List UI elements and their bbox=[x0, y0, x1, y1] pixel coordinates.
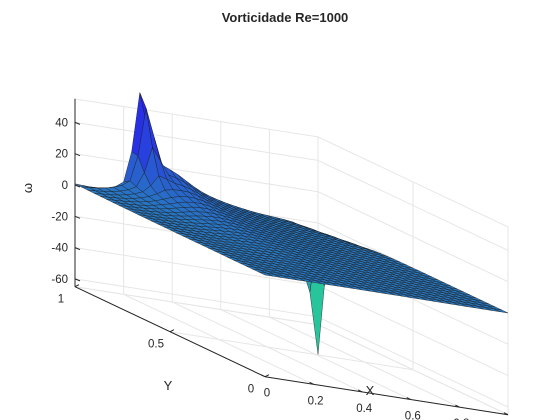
y-tick-label: 0.5 bbox=[148, 339, 164, 351]
z-axis-label: ω bbox=[20, 183, 35, 193]
chart-title: Vorticidade Re=1000 bbox=[222, 10, 349, 25]
y-tick-mark bbox=[264, 374, 270, 378]
x-tick-mark bbox=[260, 374, 266, 378]
x-tick-label: 0 bbox=[264, 388, 270, 400]
x-axis-label: X bbox=[366, 383, 375, 398]
y-axis-label: Y bbox=[164, 378, 173, 393]
surface-patch bbox=[493, 308, 509, 314]
x-tick-mark bbox=[357, 389, 363, 393]
x-tick-mark bbox=[503, 412, 509, 416]
z-tick-label: 0 bbox=[62, 180, 68, 192]
z-tick-label: -40 bbox=[51, 243, 68, 255]
grid-z-back-1 bbox=[74, 247, 319, 287]
grid-y-floor-1 bbox=[169, 331, 414, 371]
x-tick-mark bbox=[309, 381, 314, 385]
z-tick-mark bbox=[74, 121, 81, 125]
grid-z-back-4 bbox=[74, 153, 319, 193]
x-tick-label: 0.2 bbox=[308, 395, 324, 407]
z-tick-mark bbox=[74, 184, 81, 188]
x-axis-line bbox=[264, 376, 509, 416]
x-tick-label: 0.6 bbox=[405, 411, 421, 420]
z-tick-label: 20 bbox=[55, 149, 68, 161]
z-tick-label: 40 bbox=[55, 117, 68, 129]
z-tick-label: -60 bbox=[51, 274, 68, 286]
z-tick-mark bbox=[74, 247, 81, 251]
grid-z-back-5 bbox=[74, 121, 319, 161]
x-tick-label: 0.4 bbox=[356, 403, 373, 415]
y-tick-label: 1 bbox=[58, 294, 64, 306]
z-tick-label: -20 bbox=[51, 211, 68, 223]
grid-y-floor-2 bbox=[74, 286, 319, 326]
vorticity-surface bbox=[74, 91, 509, 355]
z-tick-mark bbox=[74, 215, 81, 219]
x-tick-mark bbox=[455, 404, 460, 408]
back-panes-grid bbox=[74, 98, 509, 416]
x-tick-label: 0.8 bbox=[453, 418, 469, 420]
z-tick-mark bbox=[74, 278, 81, 282]
grid-z-back-0 bbox=[74, 278, 319, 318]
y-tick-label: 0 bbox=[248, 384, 254, 396]
z-tick-mark bbox=[74, 153, 81, 157]
y-tick-mark bbox=[74, 284, 80, 288]
y-tick-mark bbox=[169, 329, 175, 333]
x-tick-mark bbox=[406, 397, 412, 400]
